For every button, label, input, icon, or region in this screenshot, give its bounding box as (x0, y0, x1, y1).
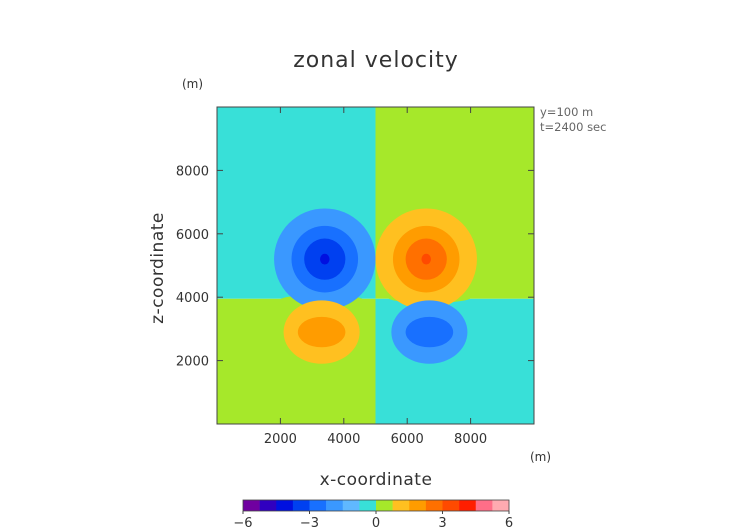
y-tick-label: 8000 (176, 164, 209, 179)
colorbar-swatch-3 (292, 500, 310, 511)
colorbar-swatch-5 (326, 500, 344, 511)
colorbar-swatch-8 (376, 500, 393, 511)
plot-area (217, 107, 534, 424)
colorbar-swatch-14 (475, 500, 493, 511)
colorbar-swatch-4 (309, 500, 327, 511)
annotation-t: t=2400 sec (540, 120, 607, 134)
x-tick-label: 8000 (454, 432, 487, 447)
x-tick-label: 4000 (327, 432, 360, 447)
colorbar-swatch-10 (409, 500, 427, 511)
colorbar-swatch-11 (425, 500, 443, 511)
colorbar-swatch-13 (459, 500, 477, 511)
colorbar-tick-label: −3 (300, 516, 319, 531)
colorbar-swatch-7 (359, 500, 377, 511)
y-tick-label: 4000 (176, 291, 209, 306)
plot-frame (216, 106, 535, 425)
x-axis-label: x-coordinate (319, 470, 433, 490)
x-tick-label: 6000 (391, 432, 424, 447)
colorbar-swatch-12 (442, 500, 460, 511)
colorbar-swatch-15 (492, 500, 510, 511)
lower-left-positive-level-1 (297, 316, 346, 348)
x-axis-unit: (m) (530, 450, 552, 464)
colorbar-tick-label: 0 (372, 516, 380, 531)
colorbar-tick-label: 6 (505, 516, 513, 531)
y-tick-label: 2000 (176, 355, 209, 370)
upper-right-positive-level-3 (421, 253, 431, 265)
chart-title: zonal velocity (293, 48, 459, 73)
x-tick-label: 2000 (264, 432, 297, 447)
y-axis-unit: (m) (182, 77, 204, 91)
colorbar: −6 −3 0 3 6 (233, 499, 513, 531)
colorbar-swatch-2 (276, 500, 294, 511)
lower-right-negative-level-1 (405, 316, 454, 348)
colorbar-swatch-9 (392, 500, 410, 511)
colorbar-swatch-6 (342, 500, 360, 511)
annotation-y: y=100 m (540, 105, 594, 119)
colorbar-tick-label: −6 (233, 516, 252, 531)
colorbar-tick-label: 3 (438, 516, 446, 531)
colorbar-swatch-1 (259, 500, 277, 511)
colorbar-swatch-0 (243, 500, 260, 511)
upper-left-negative-level-3 (320, 253, 330, 265)
y-tick-label: 6000 (176, 228, 209, 243)
